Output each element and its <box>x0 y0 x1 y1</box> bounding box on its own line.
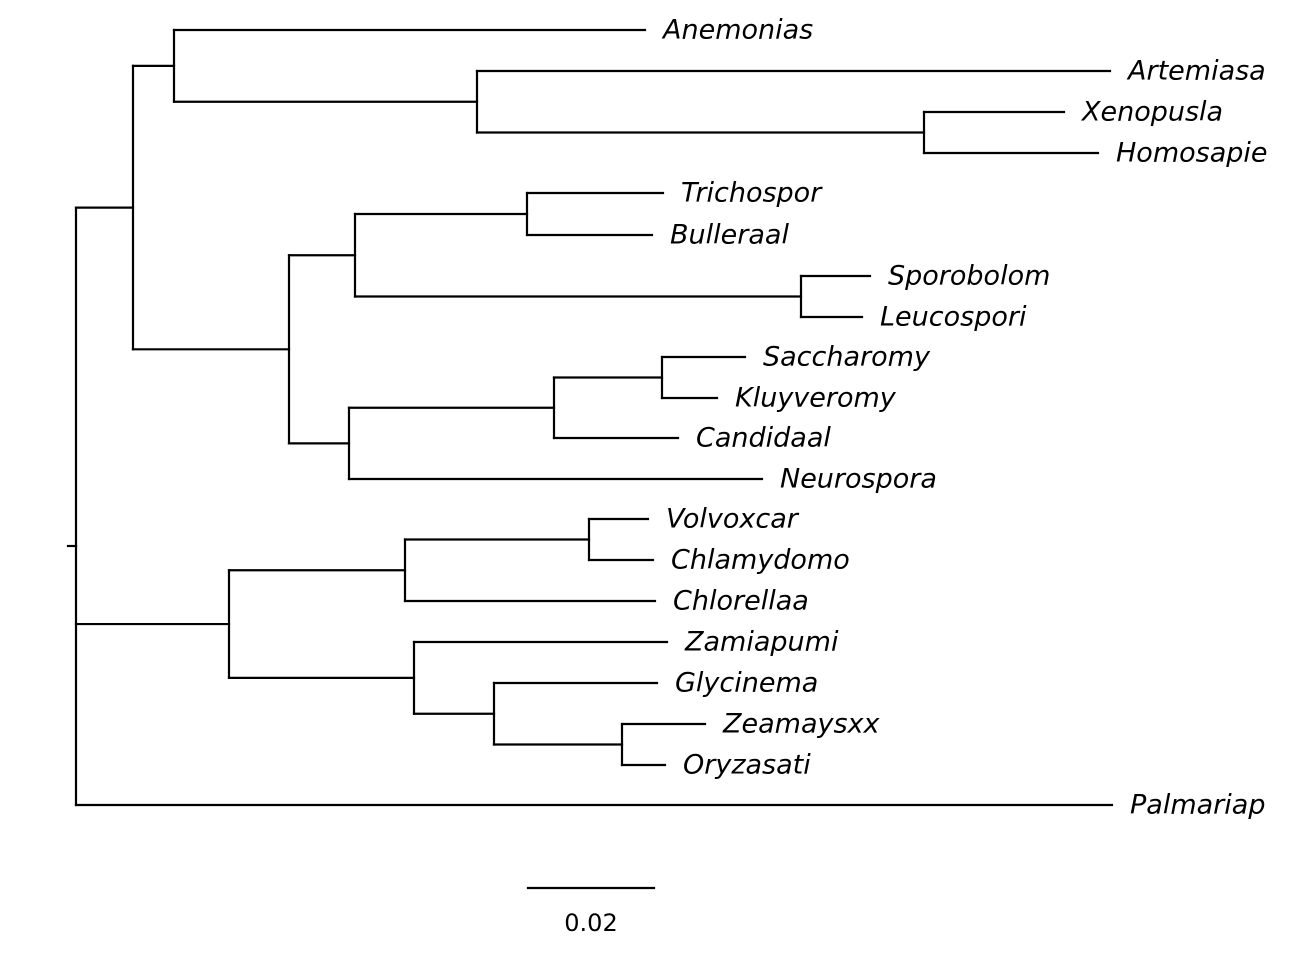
tip-label-glycinema: Glycinema <box>675 668 818 699</box>
tip-labels: Anemonias Artemiasa Xenopusla Homosapie Tric… <box>661 15 1268 821</box>
tip-label-xenopusla: Xenopusla <box>1080 97 1223 128</box>
tip-label-volvoxcar: Volvoxcar <box>666 504 800 535</box>
tree-branches <box>66 28 1114 807</box>
tip-label-zamiapumi: Zamiapumi <box>684 627 839 658</box>
scale-bar-label: 0.02 <box>564 909 617 937</box>
tip-label-palmariap: Palmariap <box>1130 790 1265 821</box>
tip-label-homosapie: Homosapie <box>1116 138 1268 169</box>
tip-label-trichospor: Trichospor <box>681 178 823 209</box>
tip-label-saccharomy: Saccharomy <box>763 342 931 373</box>
tip-label-kluyveromy: Kluyveromy <box>735 383 897 414</box>
tip-label-bulleraal: Bulleraal <box>670 220 789 251</box>
scale-bar: 0.02 <box>526 886 656 937</box>
tip-label-neurospora: Neurospora <box>780 464 937 495</box>
tip-label-anemonias: Anemonias <box>661 15 813 46</box>
tip-label-chlorellaa: Chlorellaa <box>673 586 809 617</box>
tip-label-candidaal: Candidaal <box>696 423 831 454</box>
tip-label-zeamaysxx: Zeamaysxx <box>722 709 881 740</box>
tip-label-artemiasa: Artemiasa <box>1126 56 1266 87</box>
tip-label-oryzasati: Oryzasati <box>683 750 811 781</box>
tip-label-leucospori: Leucospori <box>880 302 1027 333</box>
tip-label-chlamydomo: Chlamydomo <box>671 545 850 576</box>
tip-label-sporobolom: Sporobolom <box>888 261 1050 292</box>
